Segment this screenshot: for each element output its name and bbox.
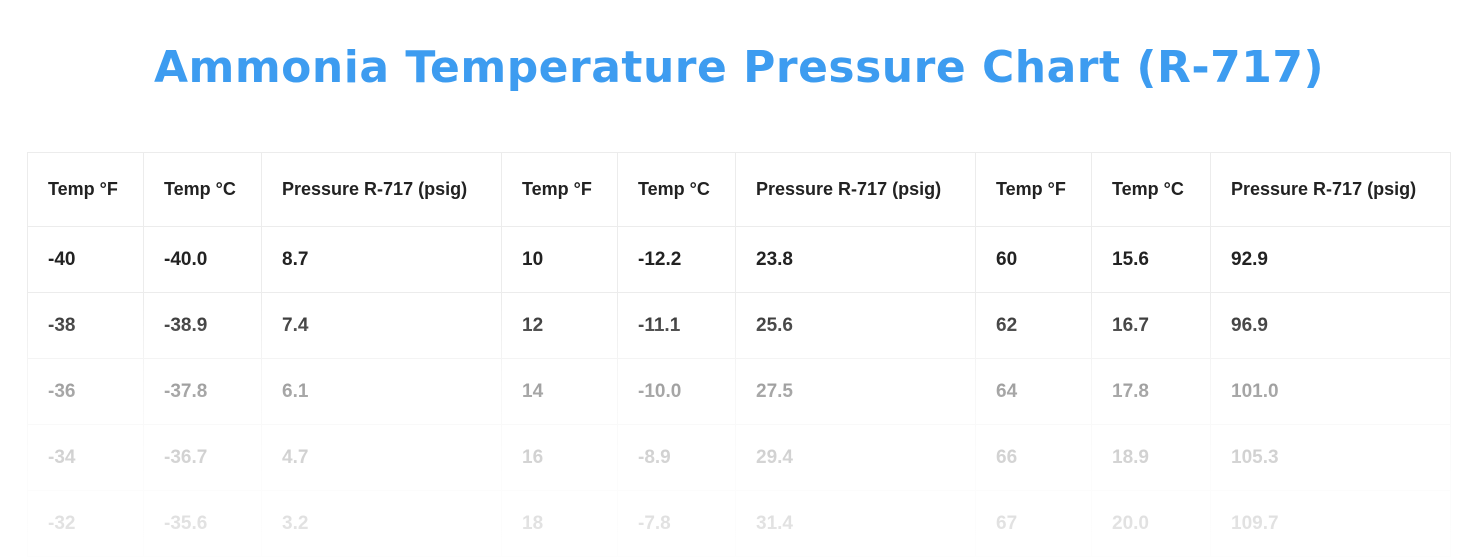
page-title: Ammonia Temperature Pressure Chart (R-71…	[153, 42, 1325, 93]
table-cell: 8.7	[261, 226, 502, 293]
table-cell: 92.9	[1210, 226, 1451, 293]
column-header: Temp °F	[27, 152, 144, 227]
table-cell: -37.8	[143, 358, 262, 425]
column-header: Temp °C	[1091, 152, 1211, 227]
table-cell: 96.9	[1210, 292, 1451, 359]
table-cell: -40	[27, 226, 144, 293]
table-cell: 27.5	[735, 358, 976, 425]
table-cell: 60	[975, 226, 1092, 293]
column-header: Temp °C	[143, 152, 262, 227]
table-cell: 67	[975, 490, 1092, 557]
table-cell: -10.0	[617, 358, 736, 425]
table-cell: 17.8	[1091, 358, 1211, 425]
table-cell: -38.9	[143, 292, 262, 359]
table-cell: 29.4	[735, 424, 976, 491]
table-cell: 6.1	[261, 358, 502, 425]
table-row: -40 -40.0 8.7 10 -12.2 23.8 60 15.6 92.9	[27, 226, 1451, 293]
table-cell: 31.4	[735, 490, 976, 557]
table-cell: -38	[27, 292, 144, 359]
table-cell: 20.0	[1091, 490, 1211, 557]
table-row: -36 -37.8 6.1 14 -10.0 27.5 64 17.8 101.0	[27, 358, 1451, 425]
table-cell: 101.0	[1210, 358, 1451, 425]
table-cell: -11.1	[617, 292, 736, 359]
table-cell: -40.0	[143, 226, 262, 293]
table-cell: -35.6	[143, 490, 262, 557]
table-cell: 18	[501, 490, 618, 557]
table-row: -34 -36.7 4.7 16 -8.9 29.4 66 18.9 105.3	[27, 424, 1451, 491]
column-header: Pressure R-717 (psig)	[1210, 152, 1451, 227]
table-cell: 25.6	[735, 292, 976, 359]
table-header-row: Temp °F Temp °C Pressure R-717 (psig) Temp …	[27, 152, 1451, 227]
column-header: Temp °C	[617, 152, 736, 227]
column-header: Pressure R-717 (psig)	[735, 152, 976, 227]
table-row: -38 -38.9 7.4 12 -11.1 25.6 62 16.7 96.9	[27, 292, 1451, 359]
table-cell: 3.2	[261, 490, 502, 557]
table-cell: 23.8	[735, 226, 976, 293]
pressure-table: Temp °F Temp °C Pressure R-717 (psig) Temp …	[27, 152, 1451, 557]
table-cell: 16	[501, 424, 618, 491]
column-header: Temp °F	[975, 152, 1092, 227]
table-cell: -34	[27, 424, 144, 491]
table-cell: 7.4	[261, 292, 502, 359]
table-cell: 105.3	[1210, 424, 1451, 491]
table-cell: 64	[975, 358, 1092, 425]
table-row: -32 -35.6 3.2 18 -7.8 31.4 67 20.0 109.7	[27, 490, 1451, 557]
table-cell: -12.2	[617, 226, 736, 293]
table-cell: -8.9	[617, 424, 736, 491]
table-cell: -32	[27, 490, 144, 557]
table-cell: 66	[975, 424, 1092, 491]
table-cell: 62	[975, 292, 1092, 359]
table-cell: 12	[501, 292, 618, 359]
table-cell: 4.7	[261, 424, 502, 491]
table-cell: -36.7	[143, 424, 262, 491]
table-cell: -7.8	[617, 490, 736, 557]
table-cell: 16.7	[1091, 292, 1211, 359]
table-cell: 18.9	[1091, 424, 1211, 491]
table-cell: 14	[501, 358, 618, 425]
column-header: Temp °F	[501, 152, 618, 227]
column-header: Pressure R-717 (psig)	[261, 152, 502, 227]
table-cell: -36	[27, 358, 144, 425]
table-cell: 109.7	[1210, 490, 1451, 557]
table-cell: 15.6	[1091, 226, 1211, 293]
table-cell: 10	[501, 226, 618, 293]
